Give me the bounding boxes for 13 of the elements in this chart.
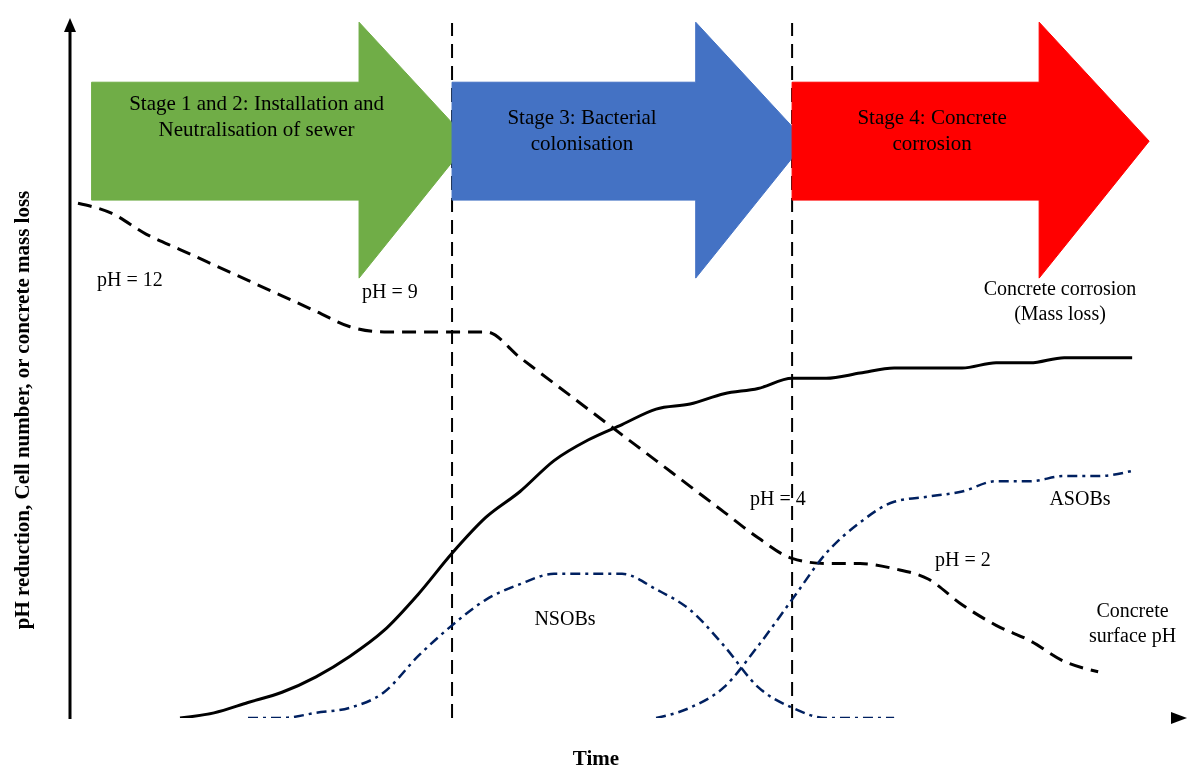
series-label: Concrete surface pH: [1087, 598, 1178, 648]
x-axis-title: Time: [571, 746, 621, 771]
text: Stage 3: Bacterial colonisation: [506, 104, 658, 157]
annotation: pH = 9: [362, 280, 418, 303]
series-label: NSOBs: [533, 606, 597, 631]
annotation: pH = 4: [750, 487, 806, 510]
text: Stage 4: Concrete corrosion: [856, 104, 1008, 157]
series-label: Concrete corrosion (Mass loss): [982, 276, 1138, 326]
annotation: pH = 12: [97, 268, 163, 291]
text: Stage 1 and 2: Installation and Neutralisation of sewer: [128, 90, 385, 143]
y-axis-title: pH reduction, Cell number, or concrete mass loss: [9, 190, 35, 630]
series-label: ASOBs: [1048, 486, 1112, 511]
annotation: pH = 2: [935, 548, 991, 571]
